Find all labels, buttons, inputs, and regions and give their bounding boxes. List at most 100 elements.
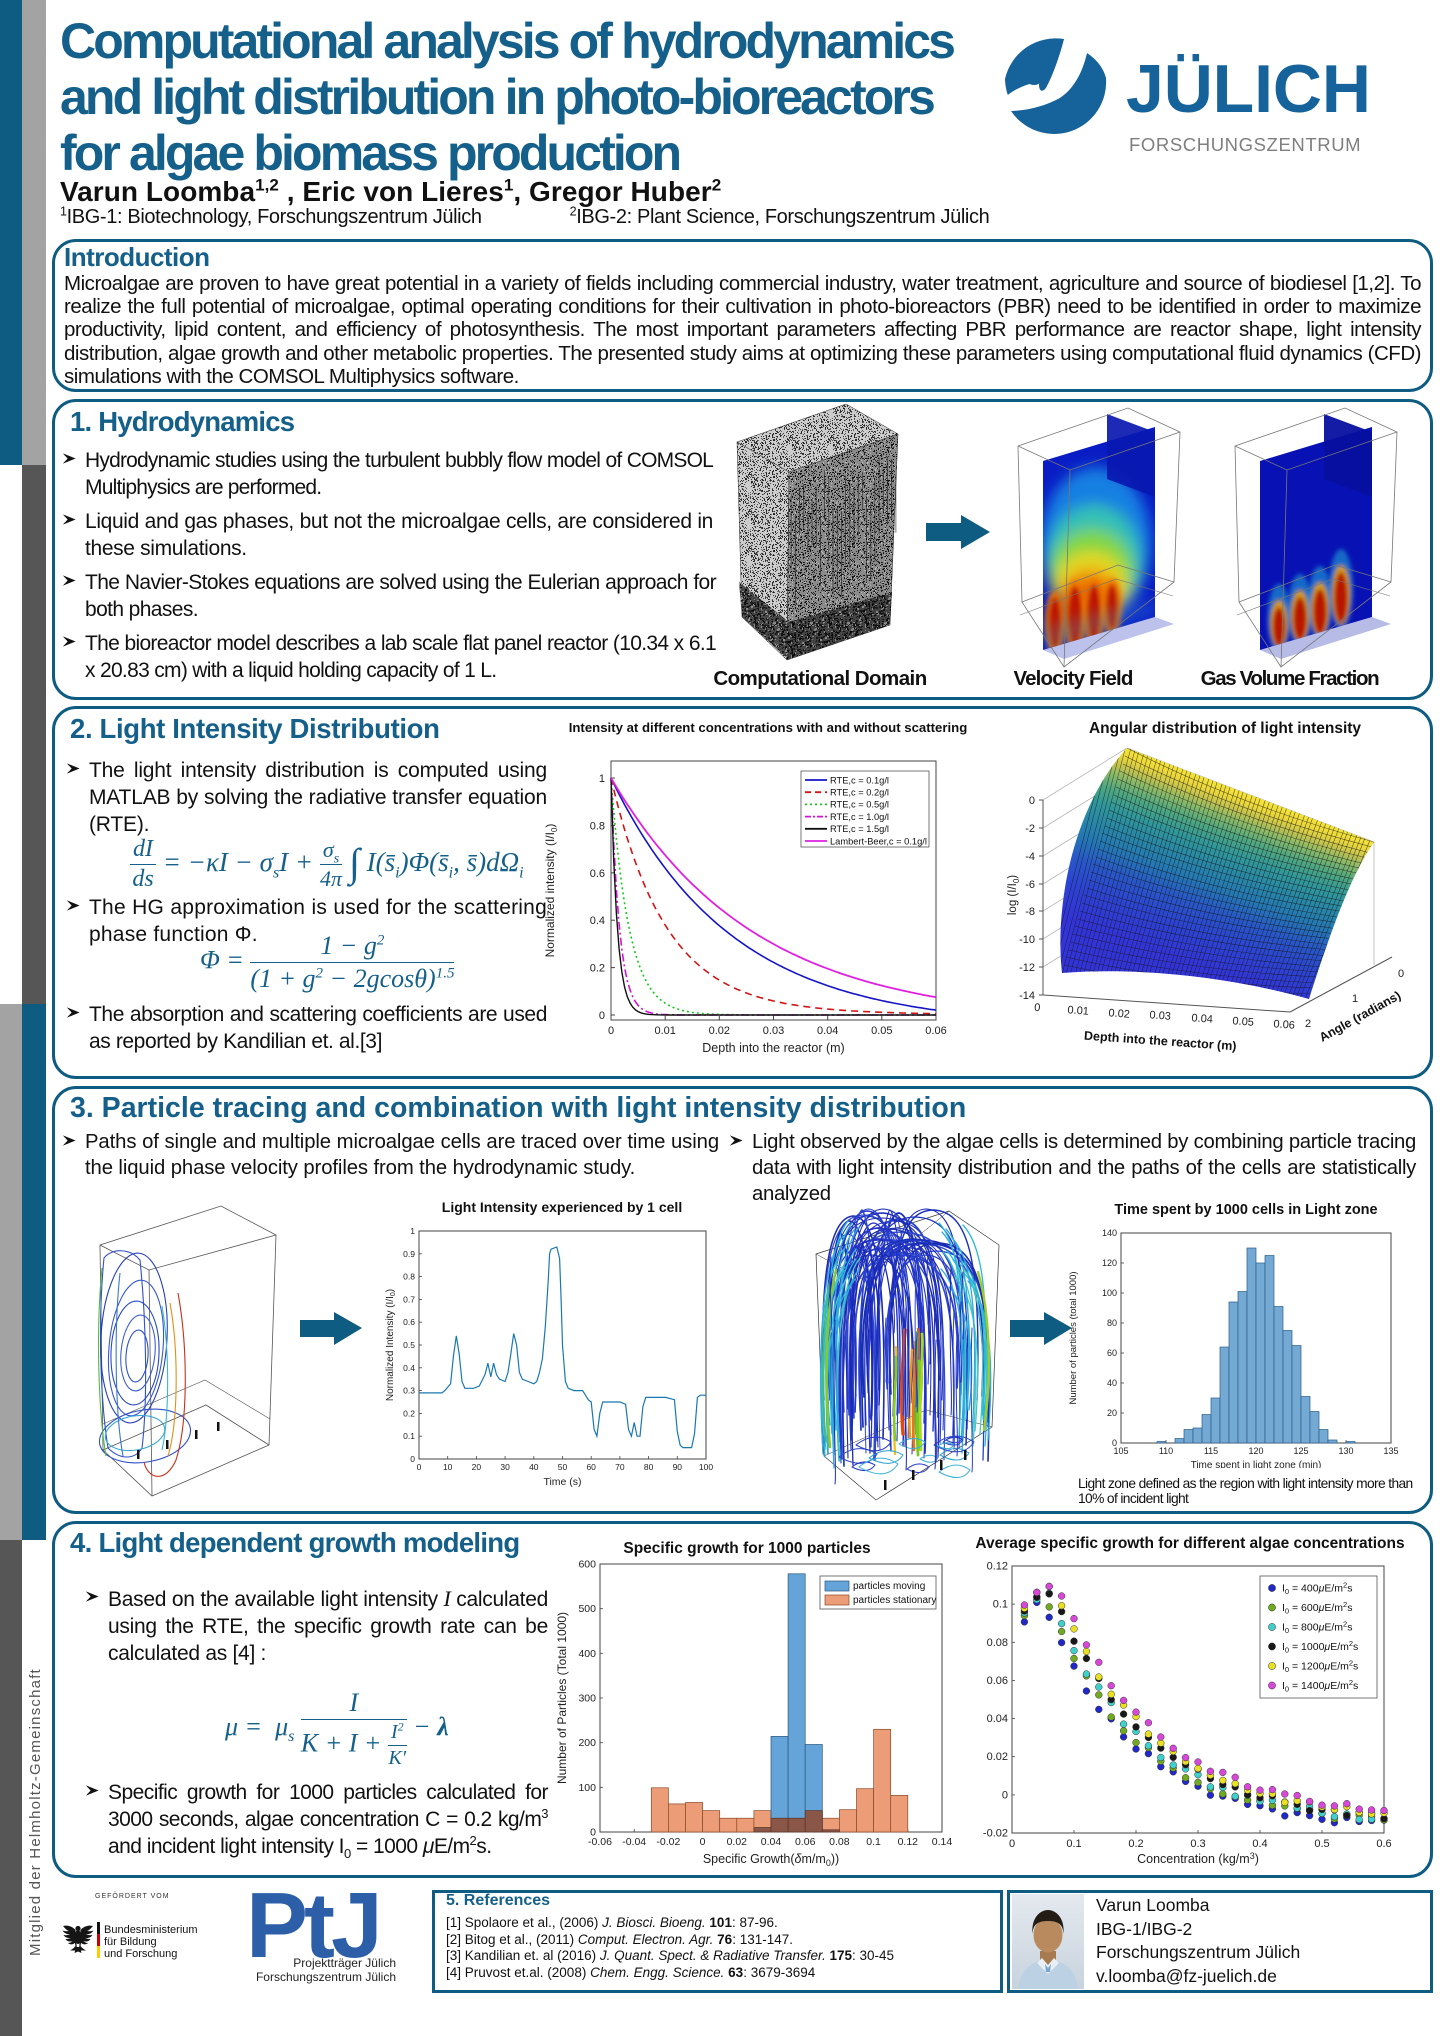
- svg-text:I0 = 1000μE/m2s: I0 = 1000μE/m2s: [1282, 1639, 1358, 1655]
- svg-text:Depth into the reactor (m): Depth into the reactor (m): [1084, 1029, 1237, 1054]
- svg-text:0.02: 0.02: [709, 1025, 730, 1037]
- svg-text:RTE,c = 1.5g/l: RTE,c = 1.5g/l: [830, 824, 889, 834]
- svg-text:0: 0: [410, 1454, 415, 1464]
- svg-text:Time spent by 1000 cells in Li: Time spent by 1000 cells in Light zone: [1114, 1202, 1377, 1218]
- svg-text:90: 90: [673, 1462, 683, 1472]
- svg-text:0.5: 0.5: [1314, 1838, 1329, 1850]
- svg-text:-0.06: -0.06: [588, 1836, 612, 1848]
- svg-text:-4: -4: [1025, 851, 1035, 863]
- svg-text:20: 20: [472, 1462, 482, 1472]
- svg-text:0: 0: [1034, 1002, 1041, 1014]
- svg-text:0: 0: [1112, 1438, 1117, 1448]
- svg-text:100: 100: [578, 1782, 596, 1794]
- svg-text:120: 120: [1102, 1258, 1117, 1268]
- svg-text:100: 100: [699, 1462, 713, 1472]
- svg-text:140: 140: [1102, 1228, 1117, 1238]
- svg-text:120: 120: [1248, 1446, 1263, 1456]
- svg-text:0.04: 0.04: [817, 1025, 838, 1037]
- svg-text:125: 125: [1293, 1446, 1308, 1456]
- svg-text:I0 = 400μE/m2s: I0 = 400μE/m2s: [1282, 1581, 1352, 1597]
- svg-text:RTE,c = 0.1g/l: RTE,c = 0.1g/l: [830, 775, 889, 785]
- svg-text:2: 2: [1305, 1018, 1311, 1030]
- svg-text:0.03: 0.03: [763, 1025, 784, 1037]
- svg-text:log (I/I0): log (I/I0): [1007, 875, 1021, 915]
- svg-text:Depth into the reactor (m): Depth into the reactor (m): [702, 1041, 844, 1055]
- svg-text:Lambert-Beer,c = 0.1g/l: Lambert-Beer,c = 0.1g/l: [830, 836, 927, 846]
- svg-text:0.1: 0.1: [993, 1599, 1008, 1611]
- svg-text:0: 0: [1009, 1838, 1015, 1850]
- svg-text:0.04: 0.04: [1191, 1012, 1213, 1025]
- svg-text:0.2: 0.2: [403, 1408, 415, 1418]
- svg-text:0.03: 0.03: [1149, 1009, 1171, 1022]
- svg-text:1: 1: [599, 773, 605, 785]
- svg-text:0.1: 0.1: [866, 1836, 881, 1848]
- svg-text:0.12: 0.12: [898, 1836, 919, 1848]
- svg-text:0: 0: [1002, 1789, 1008, 1801]
- svg-text:70: 70: [615, 1462, 625, 1472]
- svg-text:Intensity at different concent: Intensity at different concentrations wi…: [569, 720, 968, 735]
- svg-text:I0 = 1400μE/m2s: I0 = 1400μE/m2s: [1282, 1678, 1358, 1694]
- svg-text:Normalized intensity (I/I0): Normalized intensity (I/I0): [543, 824, 559, 958]
- svg-text:particles moving: particles moving: [853, 1581, 925, 1592]
- svg-text:50: 50: [558, 1462, 568, 1472]
- svg-text:0.1: 0.1: [403, 1431, 415, 1441]
- svg-text:0.6: 0.6: [1376, 1838, 1391, 1850]
- svg-text:0.14: 0.14: [932, 1836, 953, 1848]
- svg-text:Number of Particles (Total 100: Number of Particles (Total 1000): [555, 1612, 569, 1784]
- svg-text:0: 0: [608, 1025, 614, 1037]
- svg-text:RTE,c = 1.0g/l: RTE,c = 1.0g/l: [830, 812, 889, 822]
- svg-text:0.2: 0.2: [1128, 1838, 1143, 1850]
- svg-text:-12: -12: [1019, 962, 1035, 974]
- svg-text:600: 600: [578, 1559, 596, 1571]
- svg-text:0.3: 0.3: [403, 1386, 415, 1396]
- svg-text:200: 200: [578, 1737, 596, 1749]
- svg-text:10: 10: [443, 1462, 453, 1472]
- svg-text:0.06: 0.06: [925, 1025, 946, 1037]
- svg-text:105: 105: [1113, 1446, 1128, 1456]
- svg-text:0.04: 0.04: [761, 1836, 782, 1848]
- svg-text:-6: -6: [1025, 879, 1035, 891]
- svg-text:400: 400: [578, 1648, 596, 1660]
- svg-text:0.4: 0.4: [590, 915, 605, 927]
- svg-text:-0.02: -0.02: [656, 1836, 680, 1848]
- svg-text:0.4: 0.4: [403, 1363, 415, 1373]
- svg-text:1: 1: [1352, 993, 1358, 1005]
- svg-text:Angle (radians): Angle (radians): [1317, 988, 1403, 1044]
- svg-text:0.9: 0.9: [403, 1249, 415, 1259]
- svg-text:0: 0: [1398, 968, 1404, 980]
- svg-text:Time spent in light zone (min): Time spent in light zone (min): [1191, 1460, 1322, 1468]
- svg-text:60: 60: [1107, 1348, 1117, 1358]
- svg-text:0: 0: [599, 1010, 605, 1022]
- svg-text:0: 0: [700, 1836, 706, 1848]
- svg-text:-0.02: -0.02: [983, 1828, 1008, 1840]
- svg-text:0: 0: [417, 1462, 422, 1472]
- svg-text:RTE,c = 0.5g/l: RTE,c = 0.5g/l: [830, 800, 889, 810]
- svg-text:0.1: 0.1: [1066, 1838, 1081, 1850]
- svg-text:0.04: 0.04: [987, 1713, 1008, 1725]
- svg-text:1: 1: [410, 1226, 415, 1236]
- svg-text:Angular distribution of light: Angular distribution of light intensity: [1089, 720, 1361, 737]
- svg-text:-14: -14: [1019, 990, 1035, 1002]
- svg-text:0: 0: [1029, 795, 1035, 807]
- svg-text:-0.04: -0.04: [622, 1836, 646, 1848]
- svg-text:0.08: 0.08: [987, 1637, 1008, 1649]
- svg-text:0.08: 0.08: [829, 1836, 850, 1848]
- svg-text:Number of particles (total 100: Number of particles (total 1000): [1068, 1271, 1079, 1404]
- svg-text:0.6: 0.6: [590, 868, 605, 880]
- svg-text:Specific Growth(δm/m0)): Specific Growth(δm/m0)): [703, 1852, 839, 1868]
- svg-text:130: 130: [1338, 1446, 1353, 1456]
- svg-text:30: 30: [500, 1462, 510, 1472]
- svg-text:0.3: 0.3: [1190, 1838, 1205, 1850]
- svg-text:0.02: 0.02: [1108, 1007, 1130, 1020]
- svg-text:I0 = 1200μE/m2s: I0 = 1200μE/m2s: [1282, 1659, 1358, 1675]
- svg-text:0.02: 0.02: [987, 1751, 1008, 1763]
- svg-text:0.06: 0.06: [795, 1836, 816, 1848]
- svg-text:60: 60: [586, 1462, 596, 1472]
- svg-text:40: 40: [1107, 1378, 1117, 1388]
- svg-text:I0 = 600μE/m2s: I0 = 600μE/m2s: [1282, 1600, 1352, 1616]
- svg-text:115: 115: [1204, 1446, 1218, 1456]
- svg-text:0.7: 0.7: [403, 1294, 415, 1304]
- svg-text:0.5: 0.5: [403, 1340, 415, 1350]
- svg-text:135: 135: [1383, 1446, 1398, 1456]
- svg-text:Time (s): Time (s): [543, 1476, 581, 1488]
